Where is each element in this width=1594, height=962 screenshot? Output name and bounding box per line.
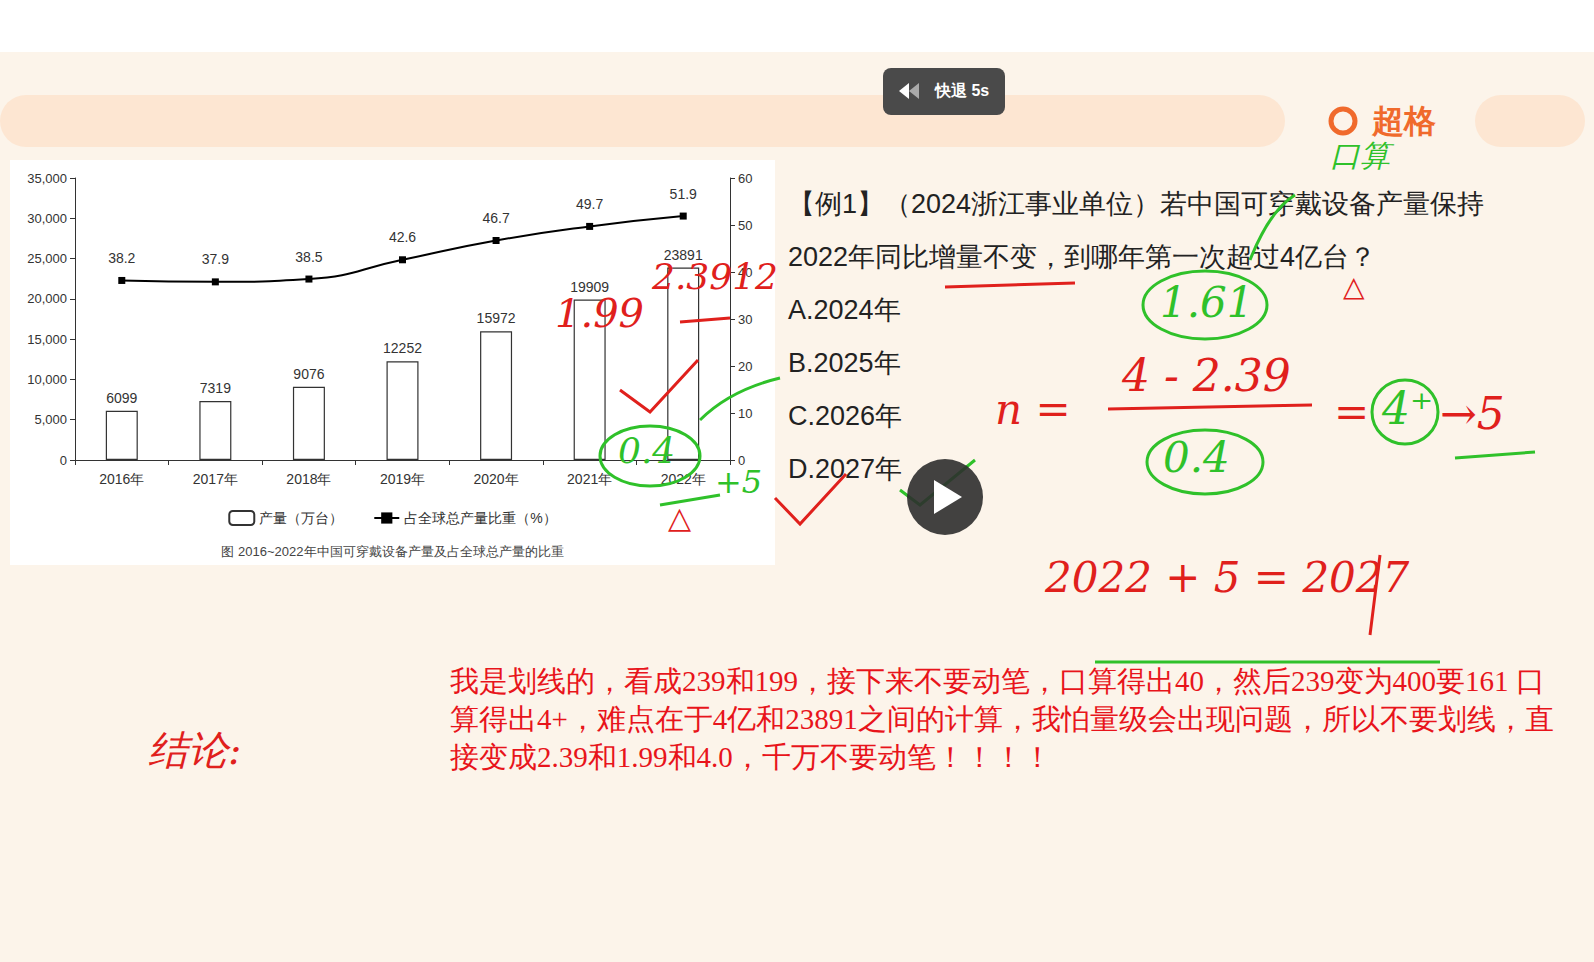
svg-text:9076: 9076 bbox=[293, 366, 324, 382]
svg-text:5,000: 5,000 bbox=[34, 412, 67, 427]
svg-text:2020年: 2020年 bbox=[473, 471, 518, 487]
svg-text:30: 30 bbox=[738, 312, 752, 327]
svg-text:35,000: 35,000 bbox=[27, 171, 67, 186]
svg-text:25,000: 25,000 bbox=[27, 251, 67, 266]
svg-text:图 2016~2022年中国可穿戴设备产量及占全球总产量的比: 图 2016~2022年中国可穿戴设备产量及占全球总产量的比重 bbox=[221, 544, 563, 559]
svg-text:60: 60 bbox=[738, 171, 752, 186]
svg-text:2021年: 2021年 bbox=[567, 471, 612, 487]
svg-text:20: 20 bbox=[738, 359, 752, 374]
svg-text:20,000: 20,000 bbox=[27, 291, 67, 306]
svg-text:38.2: 38.2 bbox=[108, 250, 135, 266]
svg-text:50: 50 bbox=[738, 218, 752, 233]
svg-text:15,000: 15,000 bbox=[27, 332, 67, 347]
svg-text:30,000: 30,000 bbox=[27, 211, 67, 226]
svg-text:2016年: 2016年 bbox=[99, 471, 144, 487]
svg-text:10: 10 bbox=[738, 406, 752, 421]
svg-text:2022年: 2022年 bbox=[661, 471, 706, 487]
svg-text:51.9: 51.9 bbox=[670, 186, 697, 202]
svg-text:7319: 7319 bbox=[200, 380, 231, 396]
svg-text:37.9: 37.9 bbox=[202, 251, 229, 267]
svg-text:2019年: 2019年 bbox=[380, 471, 425, 487]
svg-text:12252: 12252 bbox=[383, 340, 422, 356]
svg-text:15972: 15972 bbox=[477, 310, 516, 326]
svg-text:42.6: 42.6 bbox=[389, 229, 416, 245]
svg-text:2017年: 2017年 bbox=[193, 471, 238, 487]
svg-text:0: 0 bbox=[60, 453, 67, 468]
svg-text:占全球总产量比重（%）: 占全球总产量比重（%） bbox=[404, 510, 556, 526]
svg-text:产量（万台）: 产量（万台） bbox=[259, 510, 343, 526]
svg-text:2018年: 2018年 bbox=[286, 471, 331, 487]
svg-text:10,000: 10,000 bbox=[27, 372, 67, 387]
svg-text:49.7: 49.7 bbox=[576, 196, 603, 212]
svg-text:6099: 6099 bbox=[106, 390, 137, 406]
svg-text:46.7: 46.7 bbox=[482, 210, 509, 226]
svg-text:38.5: 38.5 bbox=[295, 249, 322, 265]
